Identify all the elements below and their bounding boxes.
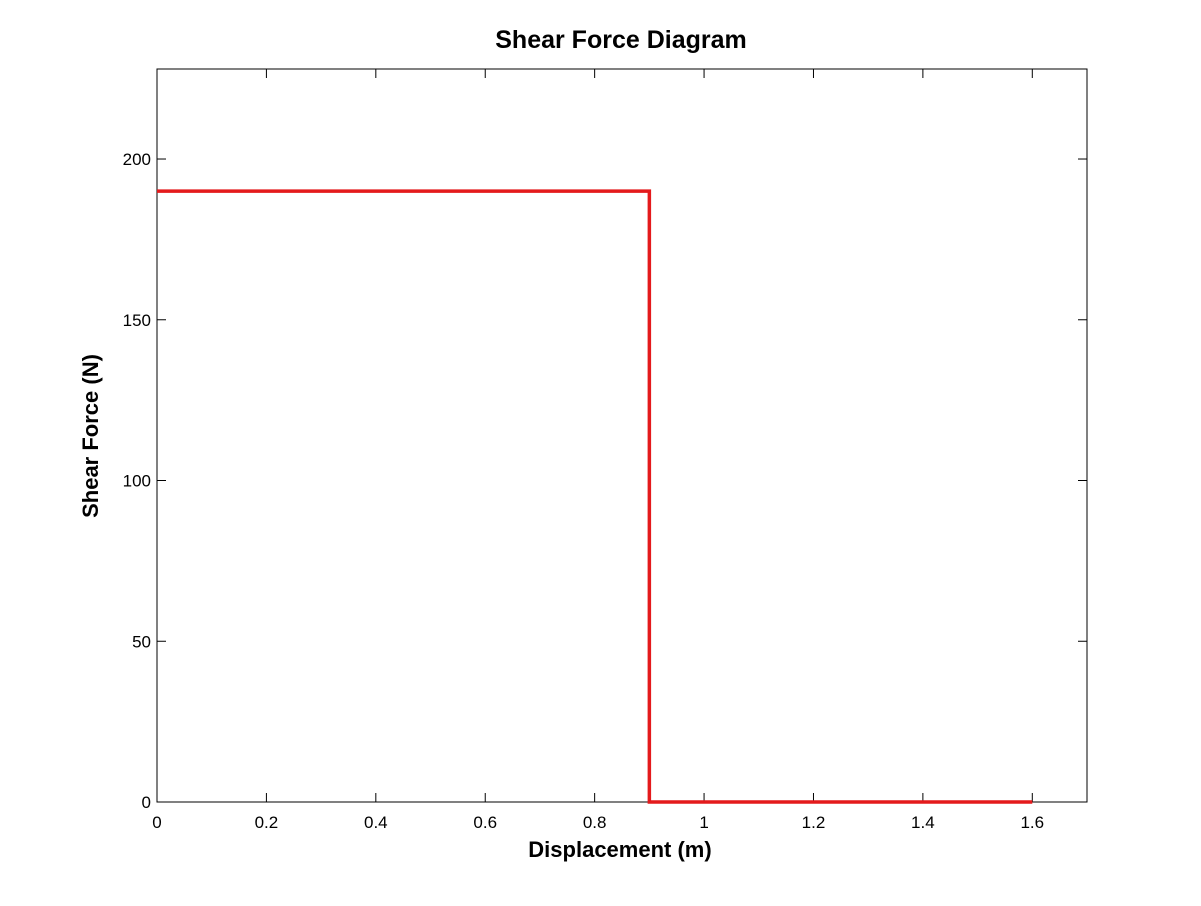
chart-title: Shear Force Diagram	[495, 26, 747, 54]
x-axis-label: Displacement (m)	[528, 837, 711, 862]
y-axis-label: Shear Force (N)	[78, 354, 103, 518]
x-tick-label: 0.2	[255, 813, 279, 832]
x-tick-label: 0.6	[473, 813, 497, 832]
x-tick-label: 1	[699, 813, 708, 832]
y-tick-label: 50	[132, 632, 151, 651]
y-tick-label: 150	[123, 311, 151, 330]
x-tick-label: 0.8	[583, 813, 607, 832]
y-tick-label: 0	[142, 793, 151, 812]
y-tick-label: 200	[123, 150, 151, 169]
series-layer	[157, 189, 1033, 804]
y-tick-label: 100	[123, 472, 151, 491]
x-tick-label: 1.2	[802, 813, 826, 832]
plot-area	[156, 68, 1088, 803]
x-tick-label: 1.6	[1020, 813, 1044, 832]
x-tick-label: 1.4	[911, 813, 935, 832]
x-tick-label: 0.4	[364, 813, 388, 832]
x-tick-label: 0	[152, 813, 161, 832]
ticks-layer: 0 0.2 0.4 0.6 0.8 1 1.2 1.4 1.6 0 50 100 150 200	[123, 69, 1087, 832]
shear-force-line	[157, 189, 1033, 804]
